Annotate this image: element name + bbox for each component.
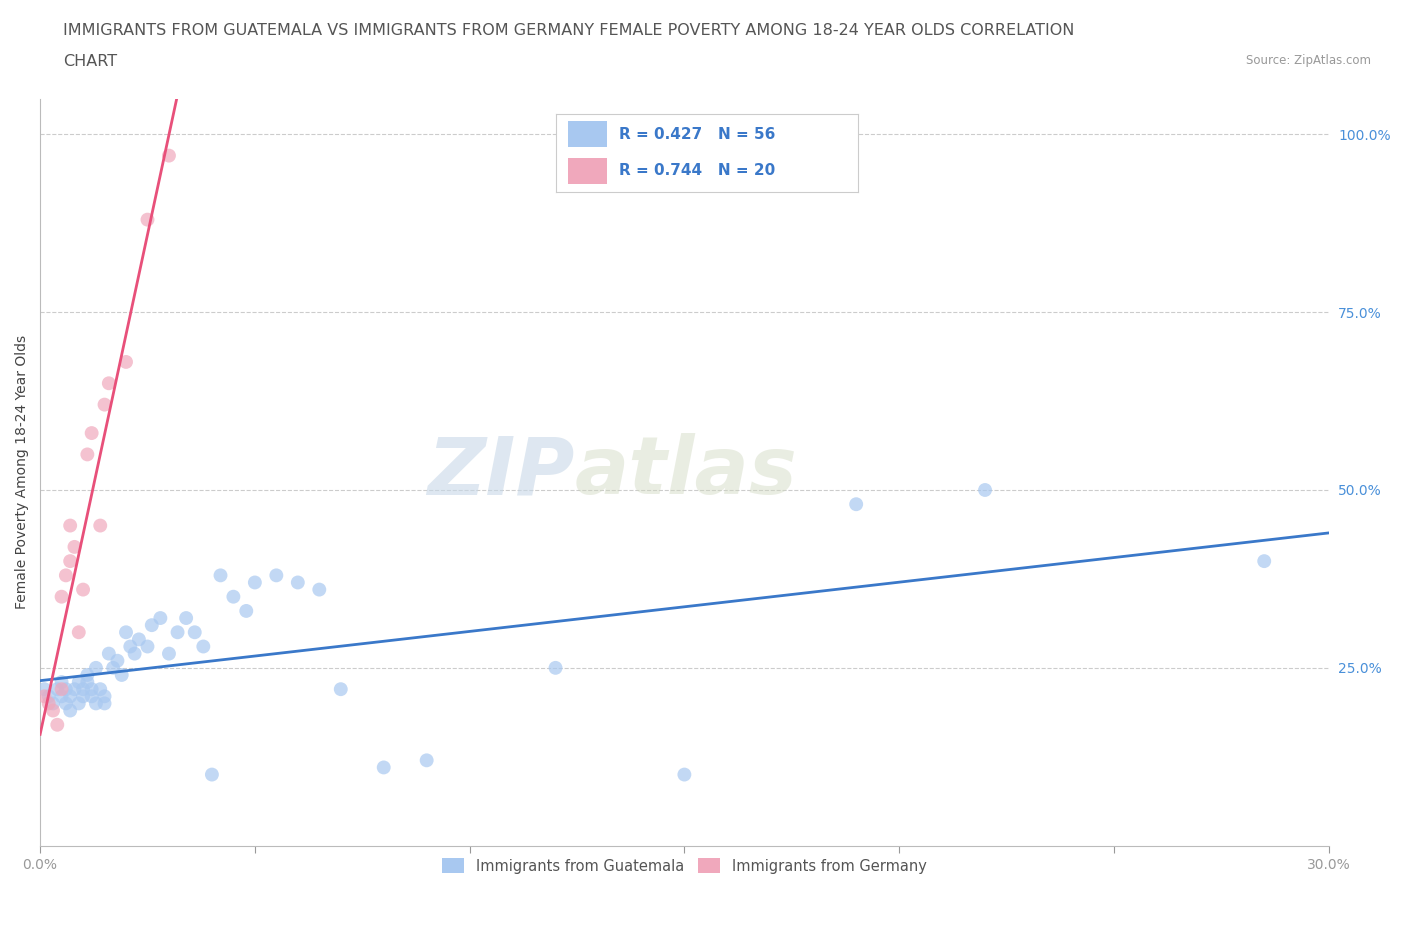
Point: [59, 689, 82, 704]
Point: [89, 682, 111, 697]
Point: [51, 674, 73, 689]
Point: [97, 376, 120, 391]
Point: [97, 646, 120, 661]
Text: ZIP: ZIP: [427, 433, 575, 512]
Point: [235, 604, 257, 618]
Point: [55, 696, 77, 711]
Point: [157, 646, 180, 661]
Point: [55, 568, 77, 583]
Point: [136, 212, 159, 227]
Point: [174, 611, 197, 626]
Point: [974, 483, 997, 498]
Point: [59, 553, 82, 568]
Point: [38, 696, 60, 711]
Point: [673, 767, 696, 782]
Point: [80, 682, 103, 697]
Point: [59, 518, 82, 533]
Point: [89, 518, 111, 533]
Point: [42, 696, 65, 711]
Y-axis label: Female Poverty Among 18-24 Year Olds: Female Poverty Among 18-24 Year Olds: [15, 335, 30, 609]
Point: [149, 611, 172, 626]
Text: CHART: CHART: [63, 54, 117, 69]
Point: [166, 625, 188, 640]
Point: [373, 760, 395, 775]
Point: [67, 674, 90, 689]
Point: [67, 696, 90, 711]
Point: [136, 639, 159, 654]
Point: [111, 668, 134, 683]
Point: [201, 767, 224, 782]
Point: [120, 639, 142, 654]
Text: IMMIGRANTS FROM GUATEMALA VS IMMIGRANTS FROM GERMANY FEMALE POVERTY AMONG 18-24 : IMMIGRANTS FROM GUATEMALA VS IMMIGRANTS …: [63, 23, 1074, 38]
Point: [80, 426, 103, 441]
Point: [93, 397, 115, 412]
Point: [209, 568, 232, 583]
Point: [72, 682, 94, 697]
Point: [80, 689, 103, 704]
Point: [329, 682, 352, 697]
Point: [308, 582, 330, 597]
Point: [93, 689, 115, 704]
Point: [115, 625, 138, 640]
Point: [63, 682, 86, 697]
Point: [63, 539, 86, 554]
Point: [76, 668, 98, 683]
Point: [51, 689, 73, 704]
Text: atlas: atlas: [575, 433, 797, 512]
Point: [222, 590, 245, 604]
Point: [34, 689, 56, 704]
Point: [34, 682, 56, 697]
Point: [46, 682, 69, 697]
Legend: Immigrants from Guatemala, Immigrants from Germany: Immigrants from Guatemala, Immigrants fr…: [436, 853, 932, 880]
Point: [141, 618, 163, 632]
Point: [157, 148, 180, 163]
Point: [1253, 553, 1275, 568]
Point: [38, 689, 60, 704]
Point: [46, 717, 69, 732]
Point: [415, 753, 437, 768]
Point: [128, 632, 150, 647]
Point: [115, 354, 138, 369]
Point: [93, 696, 115, 711]
Point: [51, 590, 73, 604]
Point: [55, 682, 77, 697]
Point: [42, 703, 65, 718]
Point: [101, 660, 124, 675]
Point: [845, 497, 868, 512]
Point: [243, 575, 266, 590]
Point: [84, 660, 107, 675]
Point: [76, 674, 98, 689]
Point: [184, 625, 207, 640]
Point: [193, 639, 215, 654]
Point: [84, 696, 107, 711]
Point: [59, 703, 82, 718]
Text: Source: ZipAtlas.com: Source: ZipAtlas.com: [1246, 54, 1371, 67]
Point: [266, 568, 288, 583]
Point: [76, 447, 98, 462]
Point: [124, 646, 146, 661]
Point: [67, 625, 90, 640]
Point: [72, 582, 94, 597]
Point: [287, 575, 309, 590]
Point: [544, 660, 567, 675]
Point: [107, 653, 129, 668]
Point: [72, 689, 94, 704]
Point: [51, 682, 73, 697]
